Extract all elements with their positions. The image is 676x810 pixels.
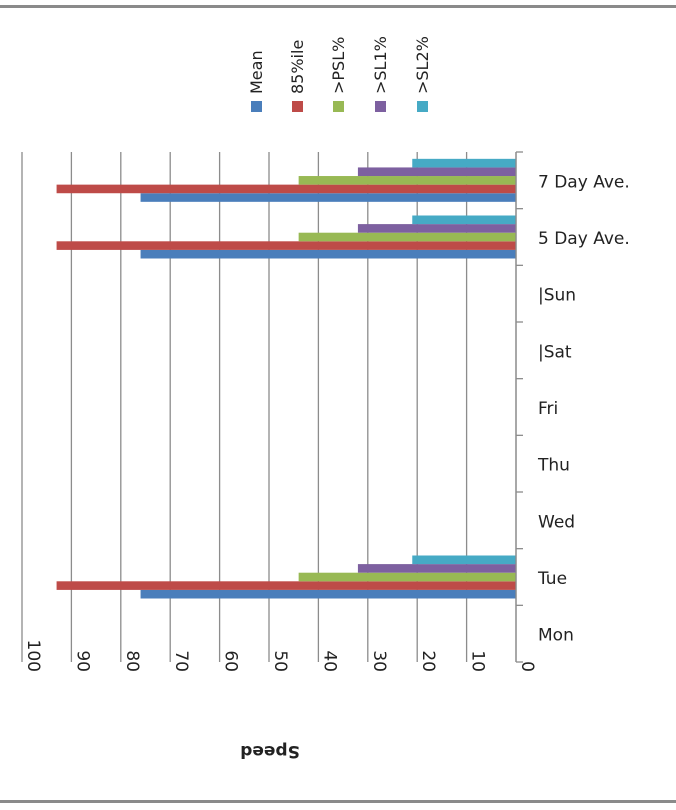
legend-label: >PSL% [329,37,348,94]
bar-mean [140,249,516,259]
legend-swatch [251,101,262,112]
x-tick-labels: 0 10 20 30 40 50 60 70 80 90 100 [23,640,537,672]
category-label: Tue [537,569,567,589]
category-label: Fri [538,399,558,419]
x-tick-label: 30 [369,650,389,672]
legend-label: >SL2% [413,36,432,94]
legend-swatch [375,101,386,112]
x-tick-label: 100 [23,640,43,672]
bar-mean [140,589,516,599]
bar-85ile [56,241,517,250]
category-label: Thu [537,456,570,476]
x-tick-label: 0 [517,661,537,672]
x-tick-label: 20 [418,650,438,672]
x-tick-label: 10 [468,650,488,672]
category-labels: Mon Tue Wed Thu Fri |Sat |Sun 5 Day Ave. 7 Day A… [537,172,630,645]
bar-85ile [56,581,517,590]
window-bottom-border [0,800,676,810]
bar-sl2 [412,215,516,225]
legend: Mean 85%ile >PSL% >SL1% >SL2% [247,36,432,112]
y-axis [515,151,523,663]
x-tick-label: 80 [122,650,142,672]
x-tick-label: 70 [171,650,191,672]
category-label: |Sun [538,286,576,306]
category-label: 7 Day Ave. [538,172,630,192]
legend-label: Mean [247,50,266,94]
bars [56,158,517,599]
bar-psl [298,232,516,242]
x-tick-label: 40 [319,650,339,672]
legend-swatch [292,101,303,112]
bar-sl1 [357,564,516,573]
x-axis-label: Speed [240,741,300,761]
legend-swatch [417,101,428,112]
bar-psl [298,176,516,185]
bar-sl2 [412,158,516,168]
legend-label: >SL1% [371,36,390,94]
bar-sl1 [357,167,516,177]
window-top-border [0,0,676,8]
category-label: 5 Day Ave. [538,229,630,249]
bar-psl [298,572,516,582]
x-tick-label: 50 [270,650,290,672]
category-label: |Sat [538,342,572,362]
bar-85ile [56,184,517,194]
bar-mean [140,193,516,202]
category-label: Wed [538,512,575,532]
category-label: Mon [538,626,574,646]
legend-swatch [333,101,344,112]
bar-sl1 [357,224,516,233]
x-tick-label: 60 [221,650,241,672]
x-tick-label: 90 [72,650,92,672]
legend-label: 85%ile [288,40,307,94]
bar-sl2 [412,555,516,565]
